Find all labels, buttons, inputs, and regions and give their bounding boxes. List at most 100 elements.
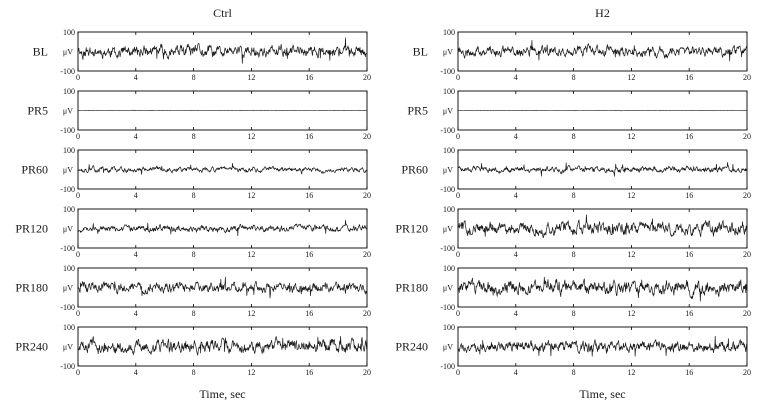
y-unit-label-ctrl-pr120: μV (63, 225, 73, 234)
y-unit-label-h2-pr240: μV (443, 343, 453, 352)
x-tick-label-ctrl-pr5-5: 20 (363, 132, 371, 141)
y-tick-label-h2-bl-1: -100 (440, 67, 455, 76)
y-tick-label-ctrl-pr180-1: -100 (60, 303, 75, 312)
x-tick-label-h2-pr180-0: 0 (456, 309, 460, 318)
x-axis-title-ctrl: Time, sec (199, 387, 245, 401)
row-label-h2-pr120: PR120 (395, 222, 428, 236)
row-label-h2-pr240: PR240 (395, 340, 428, 354)
row-label-h2-pr180: PR180 (395, 281, 428, 295)
panel-frame-ctrl-pr120 (77, 208, 368, 249)
eeg-trace-h2-pr60 (457, 162, 748, 177)
x-tick-label-h2-pr60-0: 0 (456, 191, 460, 200)
y-tick-label-h2-pr120-1: -100 (440, 244, 455, 253)
x-tick-label-ctrl-pr5-0: 0 (76, 132, 80, 141)
x-tick-label-ctrl-pr240-4: 16 (305, 368, 313, 377)
x-tick-label-h2-pr120-5: 20 (743, 250, 751, 259)
x-tick-label-ctrl-pr60-2: 8 (192, 191, 196, 200)
x-tick-label-ctrl-pr5-4: 16 (305, 132, 313, 141)
x-tick-label-h2-bl-3: 12 (627, 73, 635, 82)
eeg-trace-ctrl-bl (77, 37, 368, 64)
x-tick-label-ctrl-pr120-1: 4 (134, 250, 138, 259)
x-tick-label-ctrl-pr5-1: 4 (134, 132, 138, 141)
x-tick-label-ctrl-pr240-5: 20 (363, 368, 371, 377)
x-tick-label-ctrl-pr120-2: 8 (192, 250, 196, 259)
y-tick-label-h2-pr60-0: 100 (443, 146, 455, 155)
x-tick-label-h2-pr60-5: 20 (743, 191, 751, 200)
x-tick-label-h2-pr5-1: 4 (514, 132, 518, 141)
row-label-ctrl-pr5: PR5 (27, 104, 48, 118)
y-unit-label-h2-bl: μV (443, 48, 453, 57)
y-tick-label-h2-pr240-0: 100 (443, 323, 455, 332)
row-label-ctrl-pr60: PR60 (21, 163, 48, 177)
x-tick-label-ctrl-pr60-4: 16 (305, 191, 313, 200)
panel-frame-ctrl-pr60 (77, 149, 368, 190)
x-tick-label-h2-pr180-5: 20 (743, 309, 751, 318)
row-label-ctrl-pr240: PR240 (15, 340, 48, 354)
x-tick-label-ctrl-pr120-3: 12 (247, 250, 255, 259)
panel-frame-ctrl-pr180 (77, 267, 368, 308)
column-title-ctrl: Ctrl (213, 6, 232, 20)
x-tick-label-h2-bl-5: 20 (743, 73, 751, 82)
x-tick-label-h2-bl-4: 16 (685, 73, 693, 82)
row-label-h2-pr5: PR5 (407, 104, 428, 118)
x-tick-label-h2-pr5-4: 16 (685, 132, 693, 141)
x-tick-label-h2-bl-1: 4 (514, 73, 518, 82)
y-unit-label-h2-pr5: μV (443, 107, 453, 116)
x-tick-label-h2-pr120-4: 16 (685, 250, 693, 259)
y-tick-label-h2-bl-0: 100 (443, 28, 455, 37)
y-unit-label-ctrl-pr5: μV (63, 107, 73, 116)
panel-frame-h2-pr60 (457, 149, 748, 190)
y-tick-label-ctrl-bl-0: 100 (63, 28, 75, 37)
x-tick-label-ctrl-bl-0: 0 (76, 73, 80, 82)
y-tick-label-h2-pr5-1: -100 (440, 126, 455, 135)
y-tick-label-ctrl-pr240-1: -100 (60, 362, 75, 371)
x-tick-label-h2-pr240-4: 16 (685, 368, 693, 377)
x-tick-label-h2-pr120-2: 8 (572, 250, 576, 259)
x-tick-label-h2-bl-0: 0 (456, 73, 460, 82)
x-tick-label-ctrl-pr240-3: 12 (247, 368, 255, 377)
x-tick-label-h2-pr5-3: 12 (627, 132, 635, 141)
x-tick-label-h2-pr5-5: 20 (743, 132, 751, 141)
x-tick-label-h2-pr60-4: 16 (685, 191, 693, 200)
y-tick-label-ctrl-pr180-0: 100 (63, 264, 75, 273)
x-tick-label-ctrl-bl-1: 4 (134, 73, 138, 82)
eeg-trace-h2-bl (457, 40, 748, 62)
x-tick-label-h2-pr240-2: 8 (572, 368, 576, 377)
row-label-h2-bl: BL (413, 45, 428, 59)
x-tick-label-h2-pr120-3: 12 (627, 250, 635, 259)
y-unit-label-ctrl-bl: μV (63, 48, 73, 57)
y-tick-label-ctrl-pr5-0: 100 (63, 87, 75, 96)
x-tick-label-h2-pr240-3: 12 (627, 368, 635, 377)
eeg-trace-h2-pr180 (457, 276, 748, 302)
y-tick-label-ctrl-pr60-1: -100 (60, 185, 75, 194)
x-tick-label-ctrl-pr60-5: 20 (363, 191, 371, 200)
x-tick-label-ctrl-pr120-4: 16 (305, 250, 313, 259)
y-tick-label-h2-pr120-0: 100 (443, 205, 455, 214)
x-tick-label-ctrl-pr120-5: 20 (363, 250, 371, 259)
x-tick-label-h2-pr60-1: 4 (514, 191, 518, 200)
x-tick-label-ctrl-pr120-0: 0 (76, 250, 80, 259)
eeg-trace-ctrl-pr5 (77, 109, 368, 112)
y-tick-label-ctrl-pr120-0: 100 (63, 205, 75, 214)
x-tick-label-ctrl-pr240-2: 8 (192, 368, 196, 377)
x-tick-label-ctrl-pr60-1: 4 (134, 191, 138, 200)
x-tick-label-h2-pr60-2: 8 (572, 191, 576, 200)
panel-frame-h2-pr120 (457, 208, 748, 249)
x-tick-label-ctrl-bl-4: 16 (305, 73, 313, 82)
x-tick-label-ctrl-pr240-1: 4 (134, 368, 138, 377)
x-tick-label-ctrl-pr180-5: 20 (363, 309, 371, 318)
eeg-trace-ctrl-pr240 (77, 335, 368, 356)
x-tick-label-h2-pr120-0: 0 (456, 250, 460, 259)
x-tick-label-ctrl-pr180-4: 16 (305, 309, 313, 318)
eeg-trace-ctrl-pr60 (77, 163, 368, 175)
y-tick-label-h2-pr240-1: -100 (440, 362, 455, 371)
row-label-ctrl-pr120: PR120 (15, 222, 48, 236)
x-tick-label-h2-pr240-1: 4 (514, 368, 518, 377)
y-unit-label-h2-pr120: μV (443, 225, 453, 234)
x-tick-label-ctrl-pr180-2: 8 (192, 309, 196, 318)
y-tick-label-ctrl-pr240-0: 100 (63, 323, 75, 332)
y-tick-label-h2-pr180-1: -100 (440, 303, 455, 312)
x-tick-label-h2-pr180-3: 12 (627, 309, 635, 318)
panel-frame-ctrl-pr240 (77, 326, 368, 367)
